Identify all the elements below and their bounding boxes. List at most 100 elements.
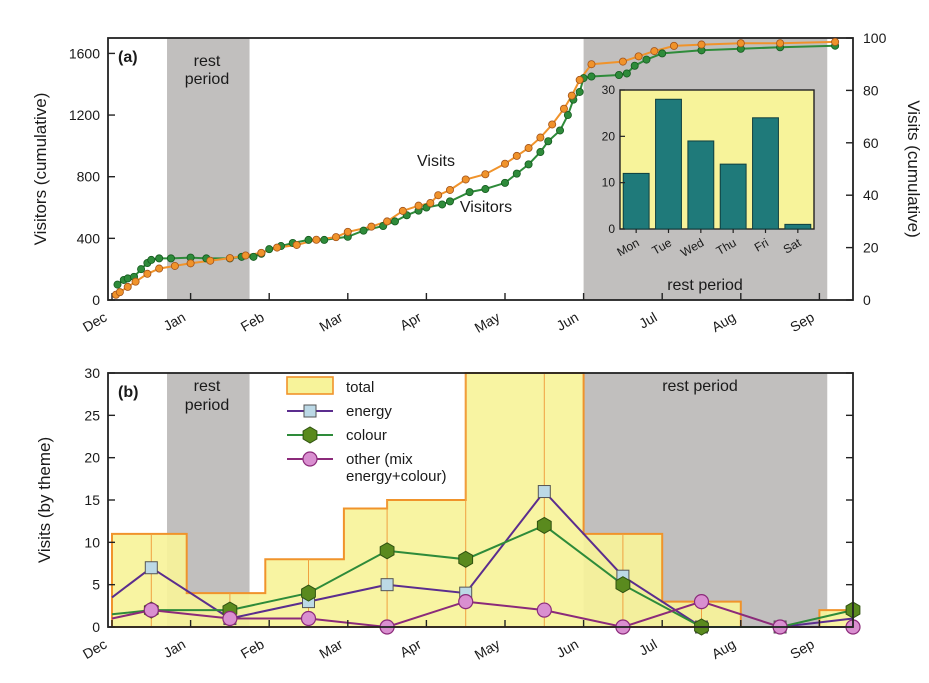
data-point-visitors [563,111,572,120]
y-tick-label: 15 [84,492,100,508]
data-point-visits [634,52,643,61]
data-point-visitors [481,185,490,194]
y-right-tick-label: 100 [863,30,887,46]
marker-other [536,602,552,618]
data-point-visits [131,277,140,286]
data-point-visitors [137,265,146,274]
data-point-visits [426,199,435,208]
legend-swatch-total [286,376,334,395]
data-point-visitors [575,87,584,96]
marker-colour [301,584,316,602]
x-tick-label: Feb [238,636,267,662]
data-point-visits [776,39,785,48]
x-tick-label: Apr [397,636,424,661]
legend-marker-colour [302,426,318,444]
marker-other [693,593,710,610]
marker-energy [537,485,551,499]
inset-y-tick-label: 30 [602,83,616,97]
data-point-visitors [536,148,545,157]
data-point-visits [548,120,557,129]
legend-label-other: other (mix [346,451,413,468]
data-point-visitors [249,252,258,261]
x-tick-label: Sep [787,636,817,662]
bar-sat [784,223,812,230]
data-point-visits [831,37,840,46]
data-point-visits [292,240,301,249]
data-point-visits [225,254,234,263]
data-point-visits [697,40,706,49]
data-point-visits [115,288,124,297]
panel-label: (b) [118,384,138,401]
data-point-visitors [155,254,164,263]
legend-label-total: total [346,379,374,396]
data-point-visits [343,227,352,236]
data-point-visits [206,256,215,265]
y-right-tick-label: 20 [863,240,879,256]
y-tick-label: 25 [84,407,100,423]
marker-colour [536,516,552,534]
x-tick-label: Dec [80,309,110,335]
panel-b: rest period rest period 0 5 10 15 20 25 30 Dec Jan F… [35,365,861,663]
x-tick-label: May [472,636,503,663]
data-point-visitors [438,200,447,209]
marker-other [300,610,317,627]
x-tick-label: Mar [316,636,345,662]
x-tick-label: May [472,309,503,336]
y-tick-label: 400 [77,230,101,246]
data-point-visits [669,41,678,50]
data-point-visits [559,104,568,113]
inset-category-label: Fri [752,235,771,254]
plot-frame [107,37,854,301]
series-label-visits: Visits [417,153,455,170]
legend-label-energy: energy [346,403,392,420]
x-tick-label: Jul [636,636,660,659]
marker-energy [144,561,158,575]
data-point-visitors [359,226,368,235]
legend-marker-energy [303,404,317,418]
marker-colour [615,576,631,594]
data-point-visits [536,133,545,142]
data-point-visits [587,60,596,69]
data-point-visits [241,251,250,260]
data-point-visitors [320,235,329,244]
data-point-visitors [390,217,399,226]
data-point-visits [383,217,392,226]
x-tick-label: Jan [161,636,189,661]
x-tick-label: Sep [787,309,817,335]
rest-period-label: period [185,397,229,414]
data-point-visits [123,282,132,291]
y-tick-label: 1200 [69,107,100,123]
data-point-visits [143,269,152,278]
data-point-visits [512,151,521,160]
y-right-tick-label: 60 [863,135,879,151]
y-tick-label: 0 [92,619,100,635]
data-point-visitors [524,160,533,169]
data-point-visits [170,261,179,270]
inset-y-tick-label: 10 [602,176,616,190]
x-tick-label: Mar [316,309,345,335]
data-point-visitors [445,197,454,206]
data-point-visitors [166,254,175,263]
x-tick-label: Aug [709,636,739,662]
data-point-visits [186,259,195,268]
data-point-visits [618,57,627,66]
data-point-visits [257,248,266,257]
x-tick-label: Jun [554,636,582,661]
data-point-visitors [147,255,156,264]
x-tick-label: Jun [554,309,582,334]
data-point-visitors [265,245,274,254]
data-point-visits [312,235,321,244]
data-point-visitors [500,178,509,187]
marker-energy [380,578,394,592]
data-point-visits [524,144,533,153]
y-right-tick-label: 40 [863,187,879,203]
data-point-visitors [544,137,553,146]
data-point-visits [332,233,341,242]
series-label-visitors: Visitors [460,199,512,216]
marker-colour [458,550,474,568]
data-point-visitors [113,280,122,289]
rest-period-label: rest period [667,277,743,294]
y-tick-label: 1600 [69,45,100,61]
y-tick-label: 30 [84,365,100,381]
